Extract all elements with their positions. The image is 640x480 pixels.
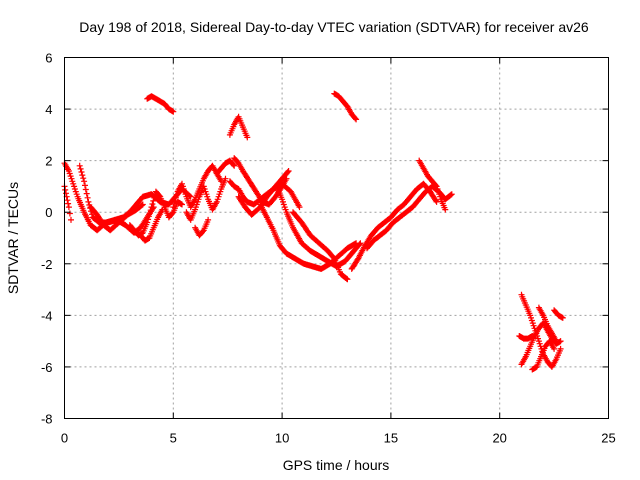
x-tick-label: 25: [601, 431, 615, 446]
y-tick-label: -6: [41, 360, 53, 375]
x-tick-label: 20: [492, 431, 506, 446]
series-track-z: [535, 304, 560, 345]
series-track-y: [529, 338, 558, 373]
series-track-j: [192, 216, 212, 239]
data-point-markers: [416, 157, 449, 213]
series-track-i: [183, 175, 229, 223]
series-track-f: [137, 206, 166, 244]
x-tick-label: 10: [275, 431, 289, 446]
data-point-markers: [364, 183, 455, 252]
series-track-u: [364, 183, 455, 252]
series-track-k: [213, 157, 238, 177]
data-point-markers: [213, 157, 238, 177]
data-point-markers: [137, 206, 166, 244]
data-points: [61, 90, 566, 373]
y-tick-label: 4: [45, 102, 52, 117]
chart-title: Day 198 of 2018, Sidereal Day-to-day VTE…: [79, 19, 589, 35]
data-point-markers: [516, 333, 536, 342]
data-point-markers: [331, 90, 360, 123]
data-point-markers: [535, 304, 560, 345]
y-tick-label: -2: [41, 257, 53, 272]
data-point-markers: [290, 209, 351, 283]
data-point-markers: [87, 201, 146, 234]
series-track-l: [226, 113, 251, 141]
series-track-g: [144, 93, 177, 115]
series-track-r: [290, 209, 351, 283]
y-axis-label: SDTVAR / TECUs: [5, 182, 21, 294]
x-tick-label: 0: [61, 431, 68, 446]
series-track-v: [416, 157, 449, 213]
data-point-markers: [226, 113, 251, 141]
data-point-markers: [144, 93, 177, 115]
grid-lines: [64, 57, 609, 419]
y-tick-label: 2: [45, 154, 52, 169]
y-tick-label: 0: [45, 205, 52, 220]
x-axis-ticks: 0 5 10 15 20 25: [61, 57, 616, 446]
x-tick-label: 15: [384, 431, 398, 446]
y-tick-label: 6: [45, 51, 52, 66]
y-tick-label: -4: [41, 308, 53, 323]
y-tick-label: -8: [41, 412, 53, 427]
x-tick-label: 5: [170, 431, 177, 446]
data-point-markers: [551, 307, 566, 321]
data-point-markers: [183, 175, 229, 223]
series-track-s: [331, 90, 360, 123]
series-track-d: [87, 201, 146, 234]
series-track-ab: [516, 333, 536, 342]
data-point-markers: [529, 338, 558, 373]
data-point-markers: [235, 180, 303, 218]
x-axis-label: GPS time / hours: [283, 457, 390, 473]
y-axis-ticks: -8 -6 -4 -2 0 2 4 6: [41, 51, 609, 427]
data-point-markers: [274, 186, 364, 270]
series-track-o: [235, 180, 303, 218]
plot-frame: [64, 57, 609, 419]
data-point-markers: [192, 216, 212, 239]
series-track-q: [274, 186, 364, 270]
series-track-aa: [551, 307, 566, 321]
